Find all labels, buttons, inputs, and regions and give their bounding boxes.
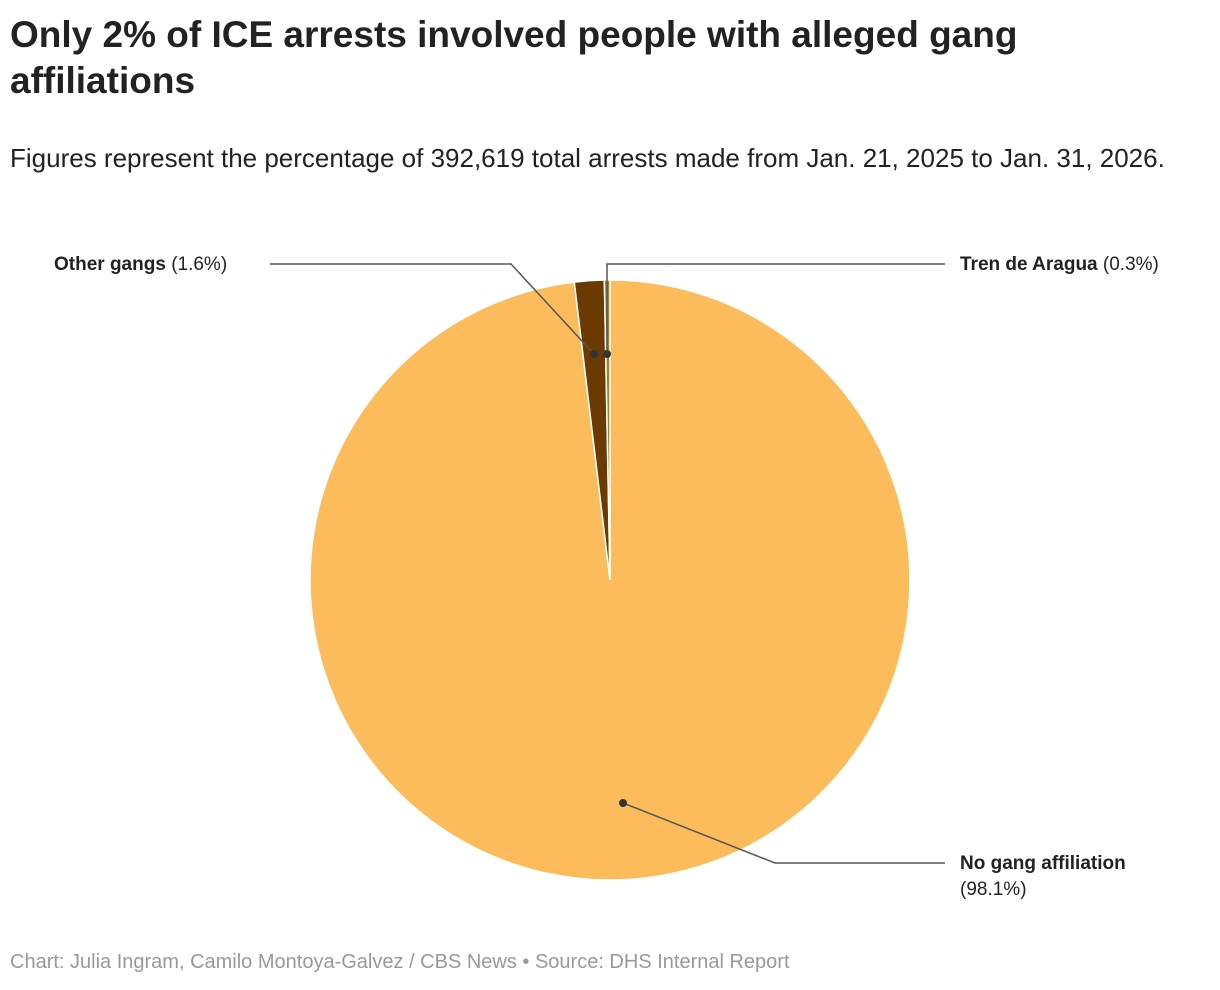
label-value: (98.1%): [960, 879, 1027, 900]
chart-title: Only 2% of ICE arrests involved people w…: [10, 14, 1018, 101]
label-name: Other gangs: [54, 254, 166, 275]
leader-line-other-gangs: [270, 263, 595, 355]
chart-subtitle: Figures represent the percentage of 392,…: [10, 143, 1165, 173]
leader-line-tren-de-aragua: [606, 263, 945, 354]
leader-dot-other-gangs: [590, 350, 598, 358]
label-name: Tren de Aragua: [960, 254, 1098, 275]
label-value: (0.3%): [1102, 254, 1159, 275]
label-other-gangs: Other gangs (1.6%): [54, 252, 227, 278]
label-value: (1.6%): [171, 254, 228, 275]
chart-credit: Chart: Julia Ingram, Camilo Montoya-Galv…: [10, 951, 790, 973]
label-no-gang: No gang affiliation (98.1%): [960, 851, 1126, 903]
leader-line-no-gang: [622, 802, 945, 864]
leader-dot-tren-de-aragua: [603, 350, 611, 358]
leader-dot-no-gang: [619, 799, 627, 807]
label-tren-de-aragua: Tren de Aragua (0.3%): [960, 252, 1159, 278]
label-name: No gang affiliation: [960, 853, 1126, 874]
